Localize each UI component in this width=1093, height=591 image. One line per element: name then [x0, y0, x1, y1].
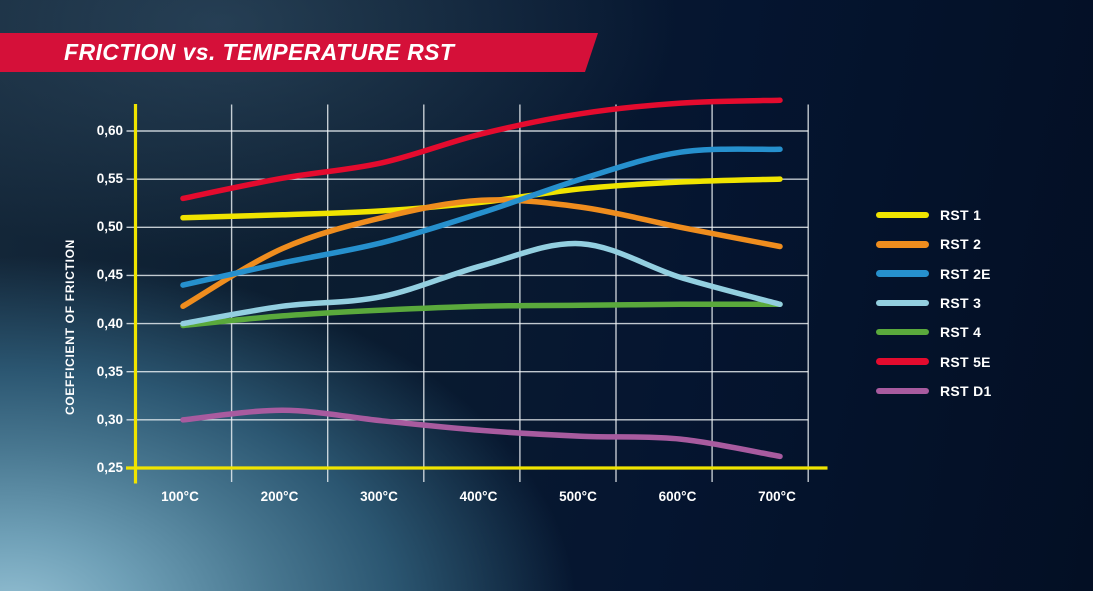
x-tick-label: 200°C — [260, 489, 299, 504]
y-tick-label: 0,50 — [96, 219, 123, 235]
y-tick-label: 0,35 — [96, 363, 123, 379]
series-line-rst-d1 — [180, 407, 783, 460]
legend-item: RST 4 — [876, 324, 981, 340]
legend-swatch-icon — [876, 211, 929, 219]
x-tick-label: 600°C — [658, 489, 697, 504]
legend-label: RST D1 — [940, 382, 992, 399]
series-line-rst-5e — [180, 97, 783, 202]
y-tick-label: 0,25 — [96, 460, 123, 475]
y-tick-label: 0,40 — [96, 315, 123, 331]
y-tick-label: 0,60 — [96, 123, 123, 138]
x-tick-label: 700°C — [758, 489, 796, 504]
legend-swatch-icon — [876, 328, 929, 336]
legend-item: RST 3 — [876, 295, 981, 311]
legend-swatch-icon — [876, 387, 929, 395]
legend-label: RST 3 — [940, 294, 982, 311]
legend-swatch-icon — [876, 358, 929, 365]
page-title: FRICTION vs. TEMPERATURE RST — [64, 39, 455, 65]
legend-label: RST 2 — [940, 236, 982, 253]
legend-label: RST 1 — [940, 207, 982, 223]
legend-item: RST 2 — [876, 236, 981, 252]
x-tick-label: 100°C — [161, 489, 199, 504]
x-tick-label: 500°C — [559, 489, 597, 504]
legend-label: RST 5E — [940, 353, 991, 370]
y-tick-label: 0,30 — [96, 411, 123, 427]
legend-item: RST 5E — [876, 354, 991, 370]
series-line-rst-2 — [180, 197, 783, 309]
legend-swatch-icon — [876, 299, 929, 307]
legend-swatch-icon — [876, 241, 929, 248]
series-line-rst-3 — [180, 240, 783, 327]
legend-item: RST 1 — [876, 207, 981, 223]
series-line-rst-2e — [180, 146, 783, 288]
legend-swatch-icon — [876, 270, 929, 277]
x-tick-label: 300°C — [360, 489, 398, 504]
legend-item: RST D1 — [876, 383, 992, 399]
x-tick-label: 400°C — [459, 489, 498, 504]
series-line-rst-4 — [180, 301, 783, 329]
legend-label: RST 4 — [940, 324, 982, 341]
title-banner: FRICTION vs. TEMPERATURE RST — [0, 33, 598, 72]
y-tick-label: 0,45 — [96, 267, 123, 283]
y-tick-label: 0,55 — [96, 171, 123, 187]
legend-label: RST 2E — [940, 265, 991, 282]
legend-item: RST 2E — [876, 266, 991, 282]
